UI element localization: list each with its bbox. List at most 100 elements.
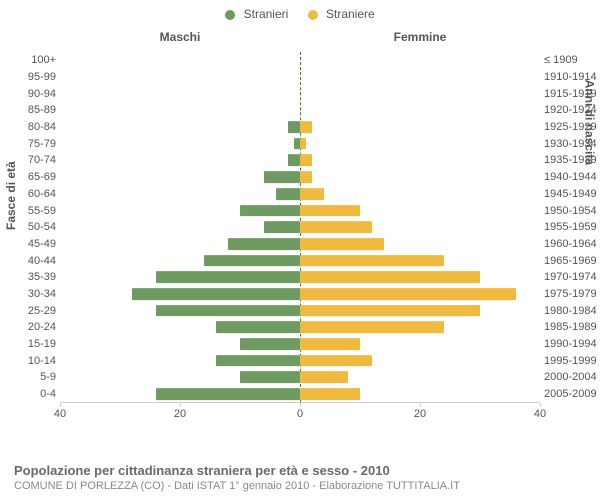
birth-year-label: 1920-1924	[544, 104, 600, 116]
birth-year-label: 2000-2004	[544, 371, 600, 383]
legend-label-female: Straniere	[326, 7, 375, 21]
age-label: 10-14	[8, 355, 56, 367]
bar-male	[264, 221, 300, 233]
pyramid-row: 85-891920-1924	[60, 102, 540, 119]
bar-male	[132, 288, 300, 300]
bar-male	[228, 238, 300, 250]
birth-year-label: 1980-1984	[544, 305, 600, 317]
age-label: 45-49	[8, 238, 56, 250]
age-label: 70-74	[8, 154, 56, 166]
pyramid-row: 25-291980-1984	[60, 302, 540, 319]
bar-male	[156, 271, 300, 283]
chart-area: Maschi Femmine 100+≤ 190995-991910-19149…	[60, 30, 540, 430]
birth-year-label: 1990-1994	[544, 338, 600, 350]
pyramid-row: 5-92000-2004	[60, 369, 540, 386]
bar-female	[300, 121, 312, 133]
birth-year-label: 1925-1929	[544, 121, 600, 133]
age-label: 15-19	[8, 338, 56, 350]
bar-male	[288, 121, 300, 133]
age-label: 35-39	[8, 271, 56, 283]
age-label: 80-84	[8, 121, 56, 133]
bar-male	[288, 155, 300, 167]
bar-female	[300, 355, 372, 367]
pyramid-row: 15-191990-1994	[60, 336, 540, 353]
figure: Stranieri Straniere Fasce di età Anni di…	[0, 0, 600, 500]
birth-year-label: 1965-1969	[544, 255, 600, 267]
pyramid-row: 70-741935-1939	[60, 152, 540, 169]
bar-female	[300, 188, 324, 200]
bar-female	[300, 305, 480, 317]
birth-year-label: 1915-1919	[544, 88, 600, 100]
age-label: 30-34	[8, 288, 56, 300]
footer-title: Popolazione per cittadinanza straniera p…	[14, 463, 586, 478]
bar-female	[300, 221, 372, 233]
bar-female	[300, 388, 360, 400]
legend: Stranieri Straniere	[0, 6, 600, 21]
x-tick: 0	[297, 408, 303, 420]
age-label: 90-94	[8, 88, 56, 100]
birth-year-label: 1970-1974	[544, 271, 600, 283]
bar-male	[156, 305, 300, 317]
x-tick: 40	[54, 408, 66, 420]
bar-female	[300, 322, 444, 334]
birth-year-label: 1930-1934	[544, 138, 600, 150]
pyramid-row: 60-641945-1949	[60, 186, 540, 203]
bar-female	[300, 205, 360, 217]
bar-male	[264, 171, 300, 183]
age-label: 60-64	[8, 188, 56, 200]
age-label: 25-29	[8, 305, 56, 317]
panel-title-male: Maschi	[60, 30, 300, 44]
age-label: 100+	[8, 54, 56, 66]
x-tick: 20	[174, 408, 186, 420]
age-label: 40-44	[8, 255, 56, 267]
pyramid-row: 35-391970-1974	[60, 269, 540, 286]
pyramid-row: 20-241985-1989	[60, 319, 540, 336]
bar-female	[300, 155, 312, 167]
legend-label-male: Stranieri	[244, 7, 289, 21]
bar-male	[216, 355, 300, 367]
bar-female	[300, 138, 306, 150]
age-label: 20-24	[8, 321, 56, 333]
pyramid-row: 65-691940-1944	[60, 169, 540, 186]
bar-male	[156, 388, 300, 400]
birth-year-label: 1960-1964	[544, 238, 600, 250]
pyramid-row: 95-991910-1914	[60, 69, 540, 86]
birth-year-label: 1935-1939	[544, 154, 600, 166]
bar-male	[216, 322, 300, 334]
birth-year-label: 1950-1954	[544, 205, 600, 217]
age-label: 0-4	[8, 388, 56, 400]
bar-female	[300, 338, 360, 350]
birth-year-label: 1910-1914	[544, 71, 600, 83]
bar-female	[300, 271, 480, 283]
bar-male	[276, 188, 300, 200]
bar-male	[240, 372, 300, 384]
pyramid-row: 90-941915-1919	[60, 85, 540, 102]
pyramid-row: 0-42005-2009	[60, 386, 540, 403]
bar-male	[204, 255, 300, 267]
pyramid-row: 50-541955-1959	[60, 219, 540, 236]
birth-year-label: 1945-1949	[544, 188, 600, 200]
pyramid-row: 55-591950-1954	[60, 202, 540, 219]
age-label: 50-54	[8, 221, 56, 233]
pyramid-row: 45-491960-1964	[60, 236, 540, 253]
age-label: 95-99	[8, 71, 56, 83]
rows-container: 100+≤ 190995-991910-191490-941915-191985…	[60, 52, 540, 402]
pyramid-row: 75-791930-1934	[60, 135, 540, 152]
age-label: 5-9	[8, 371, 56, 383]
x-tick: 20	[414, 408, 426, 420]
bar-male	[240, 205, 300, 217]
legend-swatch-male	[225, 10, 235, 20]
birth-year-label: 1985-1989	[544, 321, 600, 333]
age-label: 85-89	[8, 104, 56, 116]
birth-year-label: 2005-2009	[544, 388, 600, 400]
bar-male	[240, 338, 300, 350]
pyramid-row: 30-341975-1979	[60, 286, 540, 303]
footer-subtitle: COMUNE DI PORLEZZA (CO) - Dati ISTAT 1° …	[14, 480, 586, 492]
age-label: 75-79	[8, 138, 56, 150]
pyramid-row: 80-841925-1929	[60, 119, 540, 136]
bar-female	[300, 171, 312, 183]
birth-year-label: 1955-1959	[544, 221, 600, 233]
legend-item-male: Stranieri	[225, 7, 288, 21]
bar-female	[300, 238, 384, 250]
pyramid-row: 10-141995-1999	[60, 352, 540, 369]
